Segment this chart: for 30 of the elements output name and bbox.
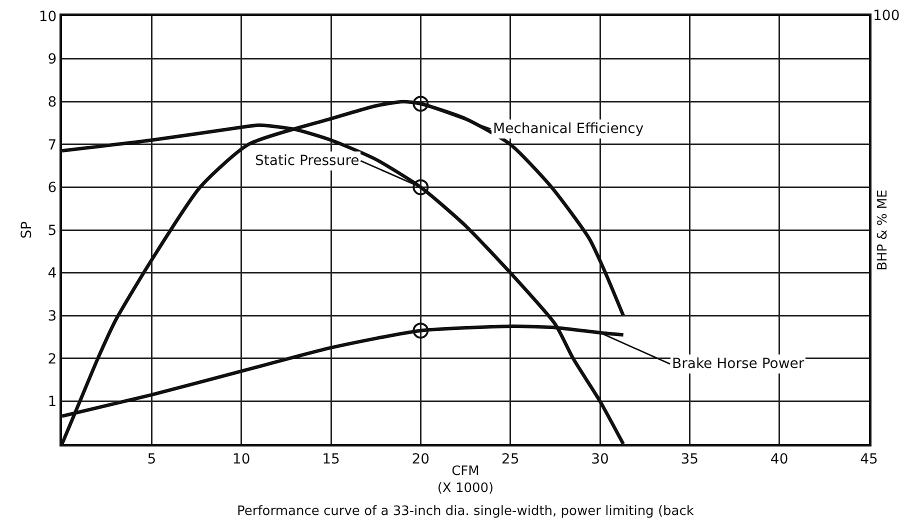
x-tick-label: 10 bbox=[232, 451, 250, 468]
y-tick-label: 8 bbox=[48, 94, 57, 110]
y-tick-label: 5 bbox=[48, 222, 57, 239]
text: 100 bbox=[873, 8, 900, 24]
x-tick-label: 40 bbox=[770, 451, 788, 468]
x-axis-title: CFM (X 1000) bbox=[437, 464, 494, 496]
y-tick-label: 6 bbox=[48, 180, 57, 196]
y-tick-label: 1 bbox=[48, 394, 57, 410]
y-tick-label: 3 bbox=[48, 308, 57, 324]
x-tick-label: 20 bbox=[412, 451, 430, 468]
text: Performance curve of a 33-inch dia. single-width, power limiting (back bbox=[237, 504, 694, 519]
x-tick-label: 15 bbox=[322, 451, 340, 468]
series-label: Mechanical Efficiency bbox=[493, 121, 644, 137]
text: Brake Horse Power bbox=[672, 356, 804, 372]
y-tick-label: 10 bbox=[38, 8, 57, 25]
y-tick-label: 7 bbox=[48, 137, 57, 154]
y2-axis-title: BHP & % ME bbox=[876, 190, 890, 270]
x-tick-label: 45 bbox=[860, 451, 878, 468]
x-tick-label: 5 bbox=[147, 451, 156, 468]
point bbox=[412, 179, 429, 196]
y-tick-label: 2 bbox=[48, 351, 57, 368]
x-tick-label: 30 bbox=[591, 451, 609, 468]
y-axis-title: SP bbox=[19, 221, 36, 239]
y-tick-label: 9 bbox=[48, 52, 57, 68]
y-tick-label: 4 bbox=[48, 266, 57, 282]
point bbox=[412, 96, 429, 112]
x-tick-label: 35 bbox=[680, 451, 699, 468]
series-label: Static Pressure bbox=[255, 153, 360, 169]
x-tick-label: 25 bbox=[501, 451, 520, 468]
point bbox=[412, 322, 429, 339]
